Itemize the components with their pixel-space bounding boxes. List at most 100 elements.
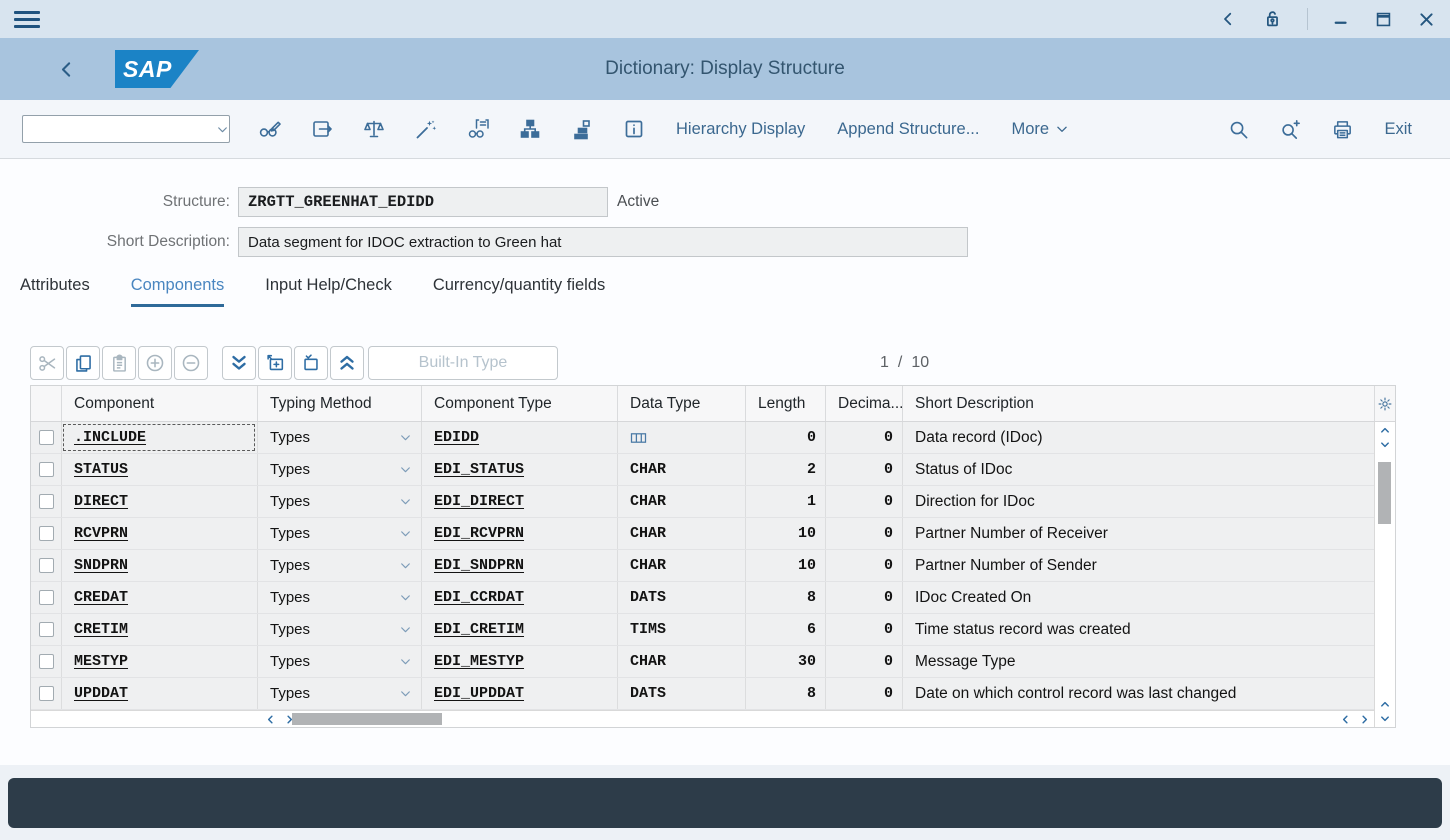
minimize-icon[interactable] [1332, 10, 1350, 28]
hierarchy-display-button[interactable]: Hierarchy Display [660, 120, 821, 139]
component-link[interactable]: RCVPRN [74, 525, 128, 542]
vertical-scroll-thumb[interactable] [1378, 462, 1391, 524]
consistency-check-icon[interactable] [348, 109, 400, 149]
header-typing-method[interactable]: Typing Method [257, 386, 421, 421]
scroll-left-icon[interactable] [1340, 714, 1351, 725]
more-menu-button[interactable]: More [995, 120, 1085, 139]
typing-method-dropdown[interactable]: Types [257, 454, 421, 485]
menu-hamburger-icon[interactable] [14, 11, 40, 28]
component-link[interactable]: SNDPRN [74, 557, 128, 574]
component-type-link[interactable]: EDI_UPDDAT [434, 685, 524, 702]
activate-icon[interactable] [400, 109, 452, 149]
header-decimals[interactable]: Decima... [825, 386, 902, 421]
horizontal-scroll-thumb[interactable] [292, 713, 442, 725]
header-component[interactable]: Component [61, 386, 257, 421]
exit-button[interactable]: Exit [1368, 120, 1428, 139]
typing-method-dropdown[interactable]: Types [257, 518, 421, 549]
table-row[interactable]: UPDDAT Types EDI_UPDDAT DATS 8 0 Date on… [31, 678, 1376, 710]
paste-button[interactable] [102, 346, 136, 380]
scroll-left-icon[interactable] [265, 714, 276, 725]
display-change-icon[interactable] [244, 109, 296, 149]
row-checkbox[interactable] [39, 558, 54, 573]
typing-method-dropdown[interactable]: Types [257, 422, 421, 453]
structure-field[interactable]: ZRGTT_GREENHAT_EDIDD [238, 187, 608, 217]
where-used-icon[interactable] [452, 109, 504, 149]
component-link[interactable]: CREDAT [74, 589, 128, 606]
table-row[interactable]: .INCLUDE Types EDIDD 0 0 Data record (ID… [31, 422, 1376, 454]
row-checkbox[interactable] [39, 622, 54, 637]
table-settings-gear-icon[interactable] [1374, 386, 1395, 421]
header-component-type[interactable]: Component Type [421, 386, 617, 421]
component-link[interactable]: MESTYP [74, 653, 128, 670]
typing-method-dropdown[interactable]: Types [257, 678, 421, 709]
other-object-icon[interactable] [296, 109, 348, 149]
scroll-down-icon[interactable] [1379, 713, 1391, 724]
component-link[interactable]: STATUS [74, 461, 128, 478]
row-checkbox[interactable] [39, 462, 54, 477]
typing-method-dropdown[interactable]: Types [257, 614, 421, 645]
tab-components[interactable]: Components [131, 271, 225, 311]
component-link[interactable]: .INCLUDE [74, 429, 146, 446]
insert-line-button[interactable] [258, 346, 292, 380]
cut-button[interactable] [30, 346, 64, 380]
short-description-field[interactable]: Data segment for IDOC extraction to Gree… [238, 227, 968, 257]
copy-button[interactable] [66, 346, 100, 380]
typing-method-dropdown[interactable]: Types [257, 486, 421, 517]
info-icon[interactable] [608, 109, 660, 149]
header-data-type[interactable]: Data Type [617, 386, 745, 421]
table-row[interactable]: RCVPRN Types EDI_RCVPRN CHAR 10 0 Partne… [31, 518, 1376, 550]
hierarchy-icon[interactable] [504, 109, 556, 149]
row-checkbox[interactable] [39, 526, 54, 541]
component-link[interactable]: CRETIM [74, 621, 128, 638]
table-row[interactable]: STATUS Types EDI_STATUS CHAR 2 0 Status … [31, 454, 1376, 486]
horizontal-scrollbar[interactable] [31, 710, 1376, 727]
typing-method-dropdown[interactable]: Types [257, 646, 421, 677]
window-back-icon[interactable] [1219, 10, 1237, 28]
component-link[interactable]: DIRECT [74, 493, 128, 510]
table-row[interactable]: CRETIM Types EDI_CRETIM TIMS 6 0 Time st… [31, 614, 1376, 646]
component-type-link[interactable]: EDI_DIRECT [434, 493, 524, 510]
table-row[interactable]: MESTYP Types EDI_MESTYP CHAR 30 0 Messag… [31, 646, 1376, 678]
collapse-all-icon[interactable] [330, 346, 364, 380]
component-type-link[interactable]: EDIDD [434, 429, 479, 446]
row-checkbox[interactable] [39, 430, 54, 445]
component-type-link[interactable]: EDI_RCVPRN [434, 525, 524, 542]
header-short-description[interactable]: Short Description [902, 386, 1374, 421]
typing-method-dropdown[interactable]: Types [257, 550, 421, 581]
component-type-link[interactable]: EDI_STATUS [434, 461, 524, 478]
scroll-up-icon[interactable] [1379, 699, 1391, 710]
tab-input-help-check[interactable]: Input Help/Check [265, 271, 392, 311]
scroll-down-icon[interactable] [1379, 439, 1391, 450]
lock-open-icon[interactable] [1261, 8, 1283, 30]
row-checkbox[interactable] [39, 654, 54, 669]
table-row[interactable]: SNDPRN Types EDI_SNDPRN CHAR 10 0 Partne… [31, 550, 1376, 582]
built-in-type-button[interactable]: Built-In Type [368, 346, 558, 380]
print-icon[interactable] [1316, 109, 1368, 149]
row-checkbox[interactable] [39, 590, 54, 605]
component-link[interactable]: UPDDAT [74, 685, 128, 702]
row-checkbox[interactable] [39, 686, 54, 701]
table-row[interactable]: CREDAT Types EDI_CCRDAT DATS 8 0 IDoc Cr… [31, 582, 1376, 614]
header-length[interactable]: Length [745, 386, 825, 421]
scroll-up-icon[interactable] [1379, 425, 1391, 436]
typing-method-dropdown[interactable]: Types [257, 582, 421, 613]
tab-currency-quantity-fields[interactable]: Currency/quantity fields [433, 271, 605, 311]
component-type-link[interactable]: EDI_MESTYP [434, 653, 524, 670]
vertical-scrollbar[interactable] [1374, 422, 1395, 727]
tab-attributes[interactable]: Attributes [20, 271, 90, 311]
component-type-link[interactable]: EDI_CRETIM [434, 621, 524, 638]
table-row[interactable]: DIRECT Types EDI_DIRECT CHAR 1 0 Directi… [31, 486, 1376, 518]
insert-row-button[interactable] [138, 346, 172, 380]
command-input[interactable] [23, 116, 216, 142]
row-checkbox[interactable] [39, 494, 54, 509]
indexes-icon[interactable] [556, 109, 608, 149]
close-icon[interactable] [1417, 10, 1436, 29]
maximize-icon[interactable] [1374, 10, 1393, 29]
component-type-link[interactable]: EDI_SNDPRN [434, 557, 524, 574]
chevron-down-icon[interactable] [216, 123, 229, 136]
search-next-icon[interactable] [1264, 109, 1316, 149]
component-type-link[interactable]: EDI_CCRDAT [434, 589, 524, 606]
scroll-right-icon[interactable] [1359, 714, 1370, 725]
append-structure-button[interactable]: Append Structure... [821, 120, 995, 139]
search-icon[interactable] [1212, 109, 1264, 149]
